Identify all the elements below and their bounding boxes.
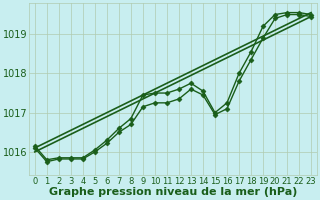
X-axis label: Graphe pression niveau de la mer (hPa): Graphe pression niveau de la mer (hPa) — [49, 187, 297, 197]
